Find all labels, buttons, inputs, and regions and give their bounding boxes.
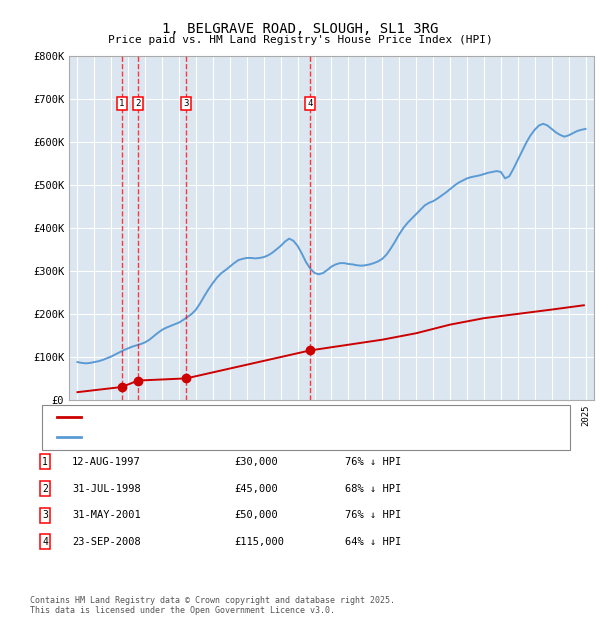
- Text: 68% ↓ HPI: 68% ↓ HPI: [345, 484, 401, 494]
- Text: Contains HM Land Registry data © Crown copyright and database right 2025.
This d: Contains HM Land Registry data © Crown c…: [30, 596, 395, 615]
- Text: £30,000: £30,000: [234, 457, 278, 467]
- Text: 76% ↓ HPI: 76% ↓ HPI: [345, 510, 401, 520]
- Text: £45,000: £45,000: [234, 484, 278, 494]
- Text: 64% ↓ HPI: 64% ↓ HPI: [345, 537, 401, 547]
- Text: 1: 1: [119, 99, 125, 108]
- Text: 4: 4: [307, 99, 313, 108]
- Text: Price paid vs. HM Land Registry's House Price Index (HPI): Price paid vs. HM Land Registry's House …: [107, 35, 493, 45]
- Text: 1, BELGRAVE ROAD, SLOUGH, SL1 3RG (detached house): 1, BELGRAVE ROAD, SLOUGH, SL1 3RG (detac…: [84, 412, 384, 422]
- Text: 23-SEP-2008: 23-SEP-2008: [72, 537, 141, 547]
- Text: 76% ↓ HPI: 76% ↓ HPI: [345, 457, 401, 467]
- Text: 2: 2: [136, 99, 141, 108]
- Text: 3: 3: [184, 99, 189, 108]
- Text: 1: 1: [42, 457, 48, 467]
- Text: 31-MAY-2001: 31-MAY-2001: [72, 510, 141, 520]
- Text: 2: 2: [42, 484, 48, 494]
- Text: 12-AUG-1997: 12-AUG-1997: [72, 457, 141, 467]
- Text: HPI: Average price, detached house, Slough: HPI: Average price, detached house, Slou…: [84, 432, 336, 442]
- Text: 3: 3: [42, 510, 48, 520]
- Text: 31-JUL-1998: 31-JUL-1998: [72, 484, 141, 494]
- Text: £115,000: £115,000: [234, 537, 284, 547]
- Text: 1, BELGRAVE ROAD, SLOUGH, SL1 3RG: 1, BELGRAVE ROAD, SLOUGH, SL1 3RG: [162, 22, 438, 36]
- Text: 4: 4: [42, 537, 48, 547]
- Text: £50,000: £50,000: [234, 510, 278, 520]
